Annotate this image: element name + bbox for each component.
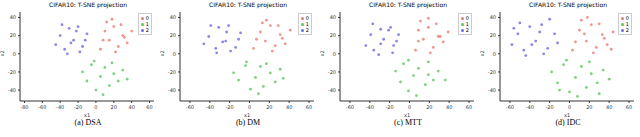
html-text:CIFAR10: T-SNE projection: CIFAR10: T-SNE projection bbox=[369, 1, 447, 8]
svg-text:20: 20 bbox=[10, 32, 16, 38]
html-text:CIFAR10: T-SNE projection: CIFAR10: T-SNE projection bbox=[209, 1, 287, 8]
svg-text:-20: -20 bbox=[74, 104, 82, 110]
html-text:2: 2 bbox=[305, 27, 309, 33]
svg-text:-20: -20 bbox=[546, 104, 554, 110]
svg-text:40: 40 bbox=[490, 14, 496, 20]
html-text:(a) DSA: (a) DSA bbox=[74, 118, 102, 127]
svg-text:-20: -20 bbox=[328, 69, 336, 75]
svg-text:40: 40 bbox=[330, 14, 336, 20]
svg-text:-60: -60 bbox=[506, 104, 514, 110]
svg-text:40: 40 bbox=[170, 14, 176, 20]
svg-text:x1: x1 bbox=[404, 112, 410, 117]
html-text:0: 0 bbox=[145, 15, 149, 21]
svg-text:-20: -20 bbox=[226, 104, 234, 110]
svg-text:0: 0 bbox=[408, 104, 411, 110]
html-text:1: 1 bbox=[465, 21, 469, 27]
svg-text:40: 40 bbox=[128, 104, 134, 110]
svg-text:40: 40 bbox=[10, 14, 16, 20]
html-text:0: 0 bbox=[465, 15, 469, 21]
html-text:(b) DM: (b) DM bbox=[235, 118, 261, 127]
svg-text:x1: x1 bbox=[244, 112, 250, 117]
svg-text:-40: -40 bbox=[8, 87, 16, 93]
svg-text:-40: -40 bbox=[206, 104, 214, 110]
svg-text:40: 40 bbox=[606, 104, 612, 110]
svg-text:x2: x2 bbox=[480, 50, 485, 56]
svg-text:60: 60 bbox=[466, 104, 472, 110]
svg-text:-40: -40 bbox=[488, 87, 496, 93]
html-text:2: 2 bbox=[465, 27, 469, 33]
html-text:CIFAR10: T-SNE projection: CIFAR10: T-SNE projection bbox=[529, 1, 607, 8]
svg-text:40: 40 bbox=[286, 104, 292, 110]
svg-text:-20: -20 bbox=[386, 104, 394, 110]
svg-text:-20: -20 bbox=[488, 69, 496, 75]
svg-text:-40: -40 bbox=[56, 104, 64, 110]
svg-text:0: 0 bbox=[13, 51, 16, 57]
svg-text:0: 0 bbox=[248, 104, 251, 110]
svg-text:60: 60 bbox=[306, 104, 312, 110]
svg-text:x1: x1 bbox=[84, 112, 90, 117]
svg-text:-80: -80 bbox=[20, 104, 28, 110]
svg-text:-60: -60 bbox=[346, 104, 354, 110]
svg-text:0: 0 bbox=[568, 104, 571, 110]
html-text:2: 2 bbox=[145, 27, 149, 33]
svg-text:-60: -60 bbox=[186, 104, 194, 110]
svg-text:60: 60 bbox=[626, 104, 632, 110]
html-text:0: 0 bbox=[305, 15, 309, 21]
html-text:1: 1 bbox=[625, 21, 629, 27]
svg-text:20: 20 bbox=[170, 32, 176, 38]
svg-text:60: 60 bbox=[146, 104, 152, 110]
svg-text:0: 0 bbox=[493, 51, 496, 57]
svg-text:-20: -20 bbox=[168, 69, 176, 75]
svg-text:20: 20 bbox=[426, 104, 432, 110]
svg-text:x1: x1 bbox=[564, 112, 570, 117]
html-text:1: 1 bbox=[305, 21, 309, 27]
svg-text:40: 40 bbox=[446, 104, 452, 110]
svg-text:x2: x2 bbox=[160, 50, 165, 56]
svg-text:20: 20 bbox=[330, 32, 336, 38]
html-text:CIFAR10: T-SNE projection: CIFAR10: T-SNE projection bbox=[49, 1, 127, 8]
html-text:2: 2 bbox=[625, 27, 629, 33]
svg-text:-40: -40 bbox=[168, 87, 176, 93]
html-text:1: 1 bbox=[145, 21, 149, 27]
svg-text:20: 20 bbox=[586, 104, 592, 110]
svg-text:0: 0 bbox=[333, 51, 336, 57]
svg-text:-40: -40 bbox=[328, 87, 336, 93]
svg-text:20: 20 bbox=[266, 104, 272, 110]
svg-text:-60: -60 bbox=[38, 104, 46, 110]
svg-text:20: 20 bbox=[111, 104, 117, 110]
html-text:0: 0 bbox=[625, 15, 629, 21]
svg-text:-40: -40 bbox=[526, 104, 534, 110]
svg-text:20: 20 bbox=[490, 32, 496, 38]
html-text:(d) IDC: (d) IDC bbox=[555, 118, 581, 127]
svg-text:x2: x2 bbox=[320, 50, 325, 56]
svg-text:-20: -20 bbox=[8, 69, 16, 75]
html-text:(c) MTT: (c) MTT bbox=[394, 118, 422, 127]
svg-text:-40: -40 bbox=[366, 104, 374, 110]
svg-text:0: 0 bbox=[94, 104, 97, 110]
svg-text:0: 0 bbox=[173, 51, 176, 57]
